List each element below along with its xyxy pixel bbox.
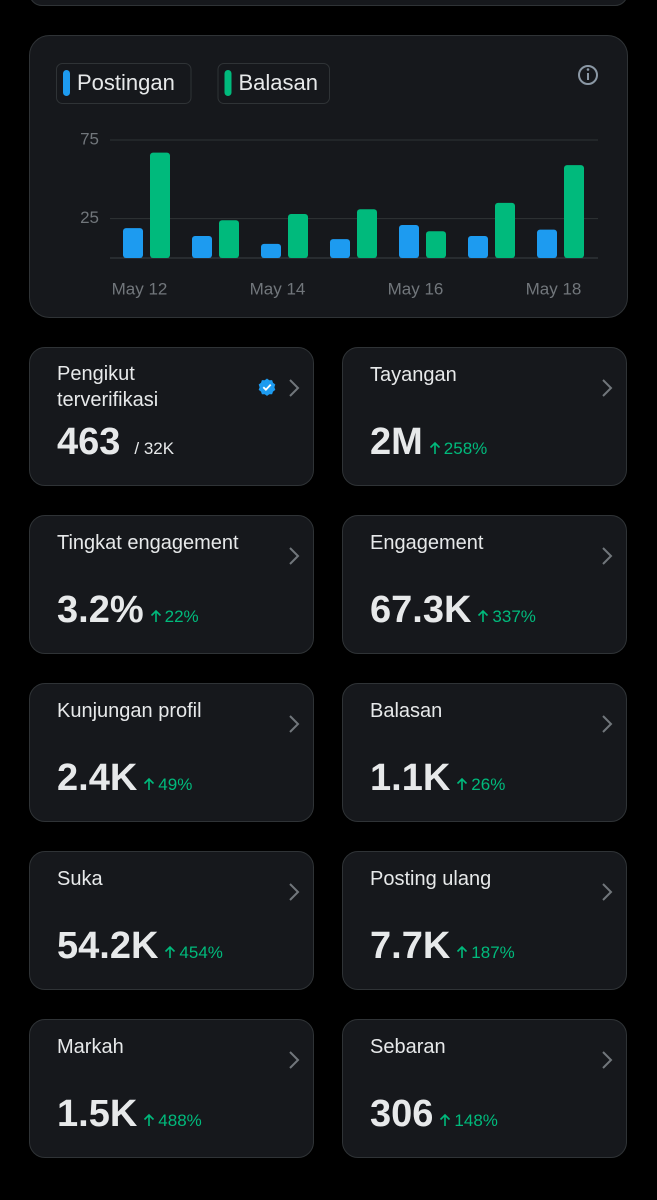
- stat-value-row: 1.5K 488%: [57, 1092, 202, 1143]
- stat-change: 258%: [429, 439, 487, 458]
- stat-card[interactable]: Tingkat engagement 3.2% 22%: [29, 515, 314, 654]
- stat-card[interactable]: Markah 1.5K 488%: [29, 1019, 314, 1158]
- stat-label: Suka: [57, 868, 103, 890]
- chevron: [287, 882, 301, 907]
- x-tick-label: May 12: [112, 279, 168, 298]
- bar: [357, 209, 377, 258]
- stat-value: 306: [370, 1093, 434, 1135]
- stat-value-row: 463 / 32K: [57, 420, 174, 471]
- stat-value: 2.4K: [57, 757, 138, 799]
- bar: [288, 213, 308, 258]
- bar: [537, 229, 557, 258]
- stat-value: 1.5K: [57, 1093, 138, 1135]
- stat-value: 3.2%: [57, 589, 144, 631]
- chevron: [287, 378, 301, 403]
- legend-swatch: [63, 70, 70, 96]
- chart: Postingan Balasan 25 75 May 12 May 14 May 16 Ma…: [29, 35, 628, 318]
- chevron: [600, 378, 614, 403]
- chevron: [287, 1050, 301, 1075]
- stat-change-value: 488%: [158, 1111, 202, 1130]
- stat-card[interactable]: Kunjungan profil 2.4K 49%: [29, 683, 314, 822]
- stat-value-row: 54.2K 454%: [57, 924, 223, 975]
- stat-value: 2M: [370, 421, 423, 463]
- stat-label: Markah: [57, 1036, 124, 1058]
- bar: [399, 224, 419, 258]
- stat-label: Pengikut terverifikasi: [57, 363, 159, 411]
- bar: [495, 202, 515, 258]
- stat-change-value: 22%: [164, 607, 199, 626]
- stat-card[interactable]: Pengikut terverifikasi 463 / 32K: [29, 347, 314, 486]
- stat-value: 67.3K: [370, 589, 472, 631]
- stat-value: 54.2K: [57, 925, 159, 967]
- chevron: [600, 1050, 614, 1075]
- bar: [468, 235, 488, 258]
- stat-value: 463: [57, 421, 121, 463]
- stat-value-row: 2.4K 49%: [57, 756, 192, 807]
- legend-swatch: [224, 70, 232, 96]
- stat-card[interactable]: Balasan 1.1K 26%: [342, 683, 627, 822]
- stat-change: 488%: [143, 1111, 202, 1130]
- stat-value-row: 306 148%: [370, 1092, 498, 1143]
- stat-total: / 32K: [134, 439, 175, 458]
- stat-value-row: 1.1K 26%: [370, 756, 505, 807]
- stat-value-row: 7.7K 187%: [370, 924, 515, 975]
- stat-label: Tingkat engagement: [57, 532, 239, 554]
- chevron: [600, 882, 614, 907]
- stat-change-value: 454%: [179, 943, 223, 962]
- stat-card[interactable]: Tayangan 2M 258%: [342, 347, 627, 486]
- stat-value-row: 3.2% 22%: [57, 588, 199, 639]
- chevron: [287, 546, 301, 571]
- stat-label: Engagement: [370, 532, 484, 554]
- info-icon[interactable]: [578, 65, 598, 85]
- bar: [123, 228, 143, 258]
- stat-value-row: 67.3K 337%: [370, 588, 536, 639]
- chevron: [600, 714, 614, 739]
- stat-change-value: 49%: [158, 775, 193, 794]
- stat-change: 26%: [456, 775, 505, 794]
- bar: [426, 231, 446, 258]
- stat-change-value: 148%: [454, 1111, 498, 1130]
- stat-card[interactable]: Sebaran 306 148%: [342, 1019, 627, 1158]
- bar: [192, 235, 212, 258]
- stat-change-value: 26%: [471, 775, 506, 794]
- bar: [564, 165, 584, 258]
- stat-change: 22%: [150, 607, 199, 626]
- legend-label: Postingan: [77, 70, 175, 95]
- stat-change: 148%: [439, 1111, 498, 1130]
- verified-badge: [258, 378, 276, 401]
- stat-change: 454%: [164, 943, 223, 962]
- stat-value: 7.7K: [370, 925, 451, 967]
- x-tick-label: May 16: [388, 279, 444, 298]
- stat-value: 1.1K: [370, 757, 451, 799]
- stat-card[interactable]: Suka 54.2K 454%: [29, 851, 314, 990]
- bar: [150, 152, 170, 258]
- x-tick-label: May 18: [526, 279, 582, 298]
- stat-card[interactable]: Posting ulang 7.7K 187%: [342, 851, 627, 990]
- stat-change-value: 187%: [471, 943, 515, 962]
- bar: [330, 239, 350, 258]
- stat-card[interactable]: Engagement 67.3K 337%: [342, 515, 627, 654]
- legend-item[interactable]: [217, 63, 330, 104]
- stat-change: 337%: [477, 607, 536, 626]
- bar: [261, 243, 281, 258]
- stat-label: Kunjungan profil: [57, 700, 202, 722]
- stat-label: Posting ulang: [370, 868, 492, 890]
- legend-item[interactable]: [56, 63, 192, 104]
- stat-change: 187%: [456, 943, 515, 962]
- stat-change-value: 337%: [492, 607, 536, 626]
- bar: [219, 220, 239, 258]
- chevron: [600, 546, 614, 571]
- x-tick-label: May 14: [250, 279, 306, 298]
- stat-label: Balasan: [370, 700, 443, 722]
- stat-change: 49%: [143, 775, 192, 794]
- stat-value-row: 2M 258%: [370, 420, 487, 471]
- stat-change-value: 258%: [443, 439, 488, 458]
- stat-label: Tayangan: [370, 364, 457, 386]
- y-tick-label: 25: [80, 208, 99, 227]
- stat-label: Sebaran: [370, 1036, 446, 1058]
- chevron: [287, 714, 301, 739]
- legend-label: Balasan: [239, 70, 319, 95]
- y-tick-label: 75: [80, 129, 99, 148]
